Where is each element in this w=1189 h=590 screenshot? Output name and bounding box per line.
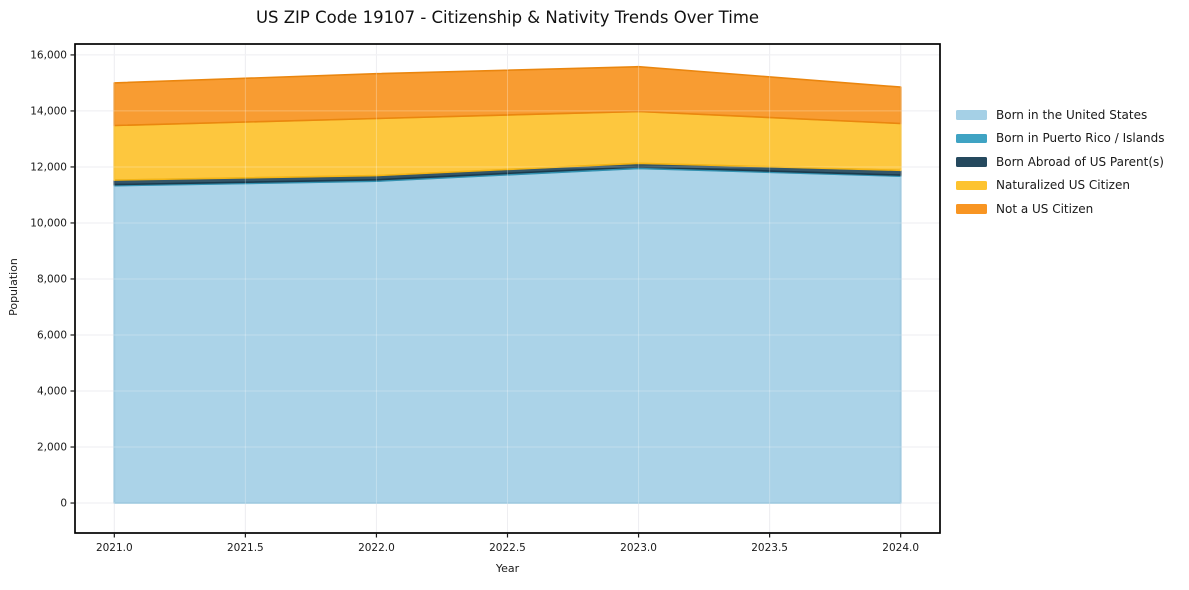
legend-item: Born in Puerto Rico / Islands [956, 127, 1165, 151]
legend-label: Born Abroad of US Parent(s) [996, 154, 1164, 169]
area-5 [113, 65, 902, 127]
x-tick-label: 2021.0 [96, 542, 133, 554]
y-tick-label: 16,000 [30, 50, 67, 62]
legend-item: Not a US Citizen [956, 197, 1165, 221]
y-tick-label: 10,000 [30, 218, 67, 230]
legend-label: Not a US Citizen [996, 201, 1094, 216]
legend-item: Naturalized US Citizen [956, 174, 1165, 198]
x-tick-label: 2022.5 [489, 542, 526, 554]
legend-item: Born in the United States [956, 103, 1165, 127]
y-tick-label: 6,000 [37, 330, 67, 342]
x-tick-label: 2022.0 [358, 542, 395, 554]
chart-title: US ZIP Code 19107 - Citizenship & Nativi… [255, 8, 760, 27]
axis-ticks: 0 2,000 4,000 6,000 8,000 10,000 12,000 14,000 1… [30, 50, 919, 554]
area-series-group [113, 65, 902, 504]
x-tick-label: 2023.0 [620, 542, 657, 554]
legend-swatch-icon [956, 133, 987, 143]
y-tick-label: 8,000 [37, 274, 67, 286]
legend-swatch-icon [956, 110, 987, 120]
gridlines-overlay [75, 44, 940, 533]
legend-swatch-icon [956, 180, 987, 190]
legend: Born in the United States Born in Puerto … [956, 103, 1165, 221]
legend-label: Naturalized US Citizen [996, 178, 1130, 193]
y-tick-label: 0 [60, 498, 67, 510]
legend-item: Born Abroad of US Parent(s) [956, 150, 1165, 174]
legend-swatch-icon [956, 157, 987, 167]
y-tick-label: 4,000 [37, 386, 67, 398]
y-tick-label: 2,000 [37, 442, 67, 454]
x-tick-label: 2021.5 [227, 542, 264, 554]
legend-label: Born in Puerto Rico / Islands [996, 131, 1165, 146]
x-tick-label: 2024.0 [882, 542, 919, 554]
y-tick-label: 14,000 [30, 106, 67, 118]
legend-swatch-icon [956, 204, 987, 214]
x-axis-label: Year [495, 562, 520, 575]
x-tick-label: 2023.5 [751, 542, 788, 554]
y-tick-label: 12,000 [30, 162, 67, 174]
legend-label: Born in the United States [996, 107, 1148, 122]
